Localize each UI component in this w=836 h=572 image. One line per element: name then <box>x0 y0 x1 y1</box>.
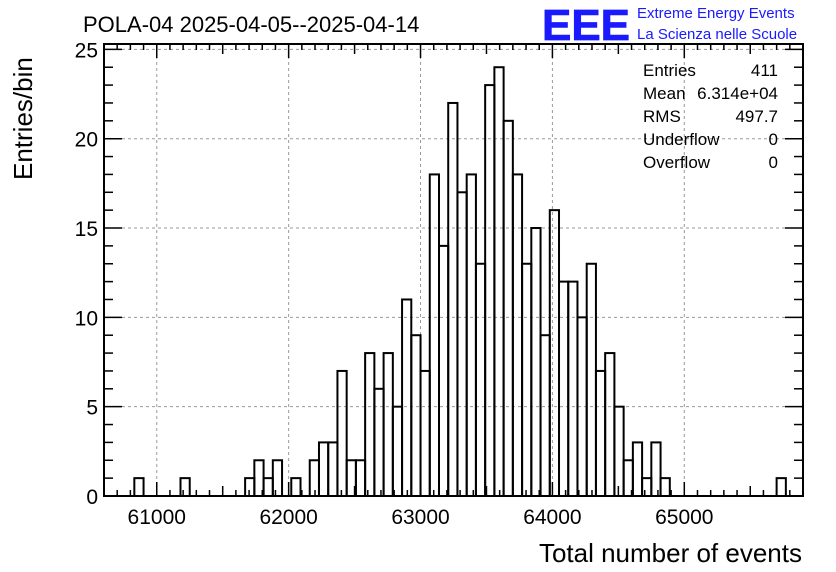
histogram-bin <box>317 441 330 498</box>
grid-lines <box>104 44 803 496</box>
stats-value: 6.314e+04 <box>697 84 778 103</box>
histogram-bin <box>419 369 431 497</box>
y-tick-label: 10 <box>75 307 98 330</box>
stats-value: 497.7 <box>735 107 778 126</box>
histogram-bin <box>290 477 302 498</box>
histogram-bin <box>594 369 607 497</box>
stats-label: Mean <box>643 84 686 103</box>
histogram-bin <box>401 298 413 498</box>
x-tick-label: 64000 <box>523 506 581 529</box>
histogram-bin <box>585 262 597 497</box>
chart-title: POLA-04 2025-04-05--2025-04-14 <box>83 12 419 37</box>
stats-label: Overflow <box>643 153 711 172</box>
histogram-bin <box>364 352 376 497</box>
stats-value: 0 <box>769 130 778 149</box>
histogram-bin <box>465 173 477 497</box>
histogram-bin <box>271 459 284 497</box>
y-tick-labels: 0 5 10 15 20 25 <box>75 39 98 509</box>
histogram-bin <box>502 119 514 497</box>
histogram-bin <box>493 66 505 497</box>
histogram-bin <box>521 262 533 497</box>
histogram-bin <box>484 84 496 497</box>
stats-label: Entries <box>643 61 696 80</box>
y-tick-label: 0 <box>86 486 98 509</box>
histogram-bin <box>650 441 662 498</box>
histogram-bin <box>511 173 524 497</box>
histogram-bin <box>447 101 459 498</box>
histogram-bin <box>474 262 487 497</box>
y-axis-label: Entries/bin <box>8 57 38 180</box>
histogram-bin <box>179 477 191 498</box>
stats-value: 0 <box>769 153 778 172</box>
stats-box: Entries 411 Mean 6.314e+04 RMS 497.7 Underflow… <box>643 61 778 172</box>
histogram-bin <box>604 352 616 497</box>
x-tick-label: 65000 <box>655 506 713 529</box>
histogram-bin <box>539 334 551 497</box>
histogram-bin <box>354 459 367 497</box>
histogram-bin <box>548 209 561 497</box>
axis-ticks <box>104 44 803 497</box>
histogram-bin <box>133 477 145 498</box>
histogram-bin <box>382 352 394 497</box>
histogram-bin <box>437 244 450 497</box>
y-tick-label: 15 <box>75 218 98 241</box>
stats-label: Underflow <box>643 130 720 149</box>
y-tick-label: 5 <box>86 397 98 420</box>
eee-logo: EEE Extreme Energy Events La Scienza nel… <box>542 1 798 51</box>
histogram-bin <box>327 441 339 498</box>
x-tick-label: 63000 <box>391 506 449 529</box>
histogram-bin <box>530 227 542 497</box>
x-tick-label: 61000 <box>128 506 186 529</box>
x-tick-label: 62000 <box>259 506 317 529</box>
y-tick-label: 25 <box>75 39 98 62</box>
stats-label: RMS <box>643 107 681 126</box>
histogram-bin <box>558 280 570 497</box>
histogram-bin <box>613 405 625 497</box>
histogram-bin <box>262 477 274 498</box>
histogram-bin <box>631 441 644 498</box>
stats-value: 411 <box>751 61 778 80</box>
histogram-bin <box>659 477 671 498</box>
histogram-bin <box>410 334 422 497</box>
histogram-bin <box>373 387 385 498</box>
histogram-bin <box>641 477 653 498</box>
histogram-bin <box>336 369 348 497</box>
eee-logo-line2: La Scienza nelle Scuole <box>637 26 797 43</box>
histogram-bin <box>775 477 787 498</box>
plot-frame <box>103 43 804 497</box>
histogram-bin <box>567 280 579 497</box>
histogram-bin <box>428 173 440 497</box>
eee-logo-mark: EEE <box>542 1 630 50</box>
eee-logo-line1: Extreme Energy Events <box>637 5 795 22</box>
x-tick-labels: 61000 62000 63000 64000 65000 <box>128 506 714 529</box>
histogram-bin <box>456 191 468 498</box>
histogram-bin <box>391 405 404 497</box>
x-axis-label: Total number of events <box>539 538 802 568</box>
y-tick-label: 20 <box>75 129 98 152</box>
